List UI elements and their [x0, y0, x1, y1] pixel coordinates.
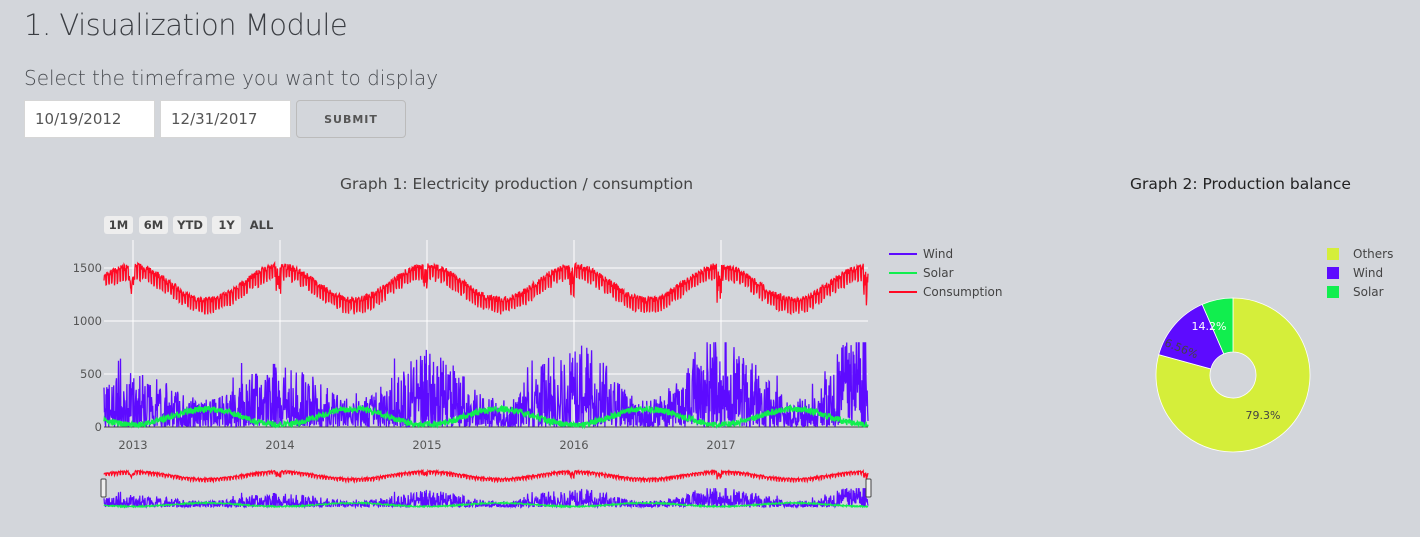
graph2-title: Graph 2: Production balance — [1130, 175, 1351, 193]
consumption-line — [103, 260, 869, 316]
start-date-input[interactable] — [24, 100, 155, 138]
graph1-series — [103, 260, 869, 430]
slice-label-others: 79.3% — [1246, 409, 1281, 422]
y-tick-500: 500 — [80, 367, 102, 381]
slider-solar-line — [103, 500, 869, 509]
slider-consumption-line — [103, 468, 869, 485]
x-tick-2015: 2015 — [412, 438, 441, 452]
graph1-gridlines — [104, 240, 868, 428]
legend-label-solar: Solar — [923, 266, 954, 280]
graph1-title: Graph 1: Electricity production / consum… — [340, 175, 694, 193]
y-tick-0: 0 — [95, 420, 102, 434]
range-slider-handle-left — [100, 478, 107, 498]
graph2-legend: Others Wind Solar — [1327, 247, 1393, 299]
graph1-y-ticks: 0 500 1000 1500 — [73, 261, 102, 434]
slice-label-solar: 6.56% — [1163, 336, 1200, 361]
slice-label-wind: 14.2% — [1192, 320, 1227, 333]
slider-wind-line — [103, 488, 869, 510]
wind-line — [103, 342, 869, 429]
legend-label-consumption: Consumption — [923, 285, 1002, 299]
x-tick-2013: 2013 — [118, 438, 147, 452]
range-slider-handle-right — [865, 478, 872, 498]
range-button-all[interactable]: ALL — [246, 216, 277, 234]
x-tick-2017: 2017 — [706, 438, 735, 452]
graph2-donut — [1155, 297, 1311, 453]
graph1-legend: Wind Solar Consumption — [889, 247, 1002, 299]
legend-swatch-solar-pie — [1327, 286, 1339, 298]
solar-line — [103, 403, 869, 430]
y-tick-1000: 1000 — [73, 314, 102, 328]
legend-swatch-wind-pie — [1327, 267, 1339, 279]
graph2-slice-labels: 79.3% 14.2% 6.56% — [1163, 320, 1281, 422]
x-tick-2016: 2016 — [559, 438, 588, 452]
end-date-input[interactable] — [160, 100, 291, 138]
donut-slice-others — [1155, 297, 1311, 453]
timeframe-prompt: Select the timeframe you want to display — [24, 66, 439, 90]
range-button-1m[interactable]: 1M — [104, 216, 133, 234]
donut-slice-wind — [1158, 303, 1225, 370]
range-button-6m[interactable]: 6M — [139, 216, 168, 234]
range-button-ytd[interactable]: YTD — [173, 216, 207, 234]
submit-button[interactable]: SUBMIT — [296, 100, 406, 138]
range-slider-bg — [104, 466, 868, 508]
legend-swatch-others — [1327, 248, 1339, 260]
graph1-x-ticks: 2013 2014 2015 2016 2017 — [118, 438, 735, 452]
x-tick-2014: 2014 — [265, 438, 294, 452]
donut-slice-solar — [1201, 297, 1234, 355]
y-tick-1500: 1500 — [73, 261, 102, 275]
range-button-1y[interactable]: 1Y — [212, 216, 241, 234]
legend-label-wind: Wind — [923, 247, 953, 261]
graph1-range-slider — [100, 466, 872, 510]
page-title: 1. Visualization Module — [24, 8, 348, 42]
legend-label-wind-pie: Wind — [1353, 266, 1383, 280]
legend-label-others: Others — [1353, 247, 1393, 261]
legend-label-solar-pie: Solar — [1353, 285, 1384, 299]
